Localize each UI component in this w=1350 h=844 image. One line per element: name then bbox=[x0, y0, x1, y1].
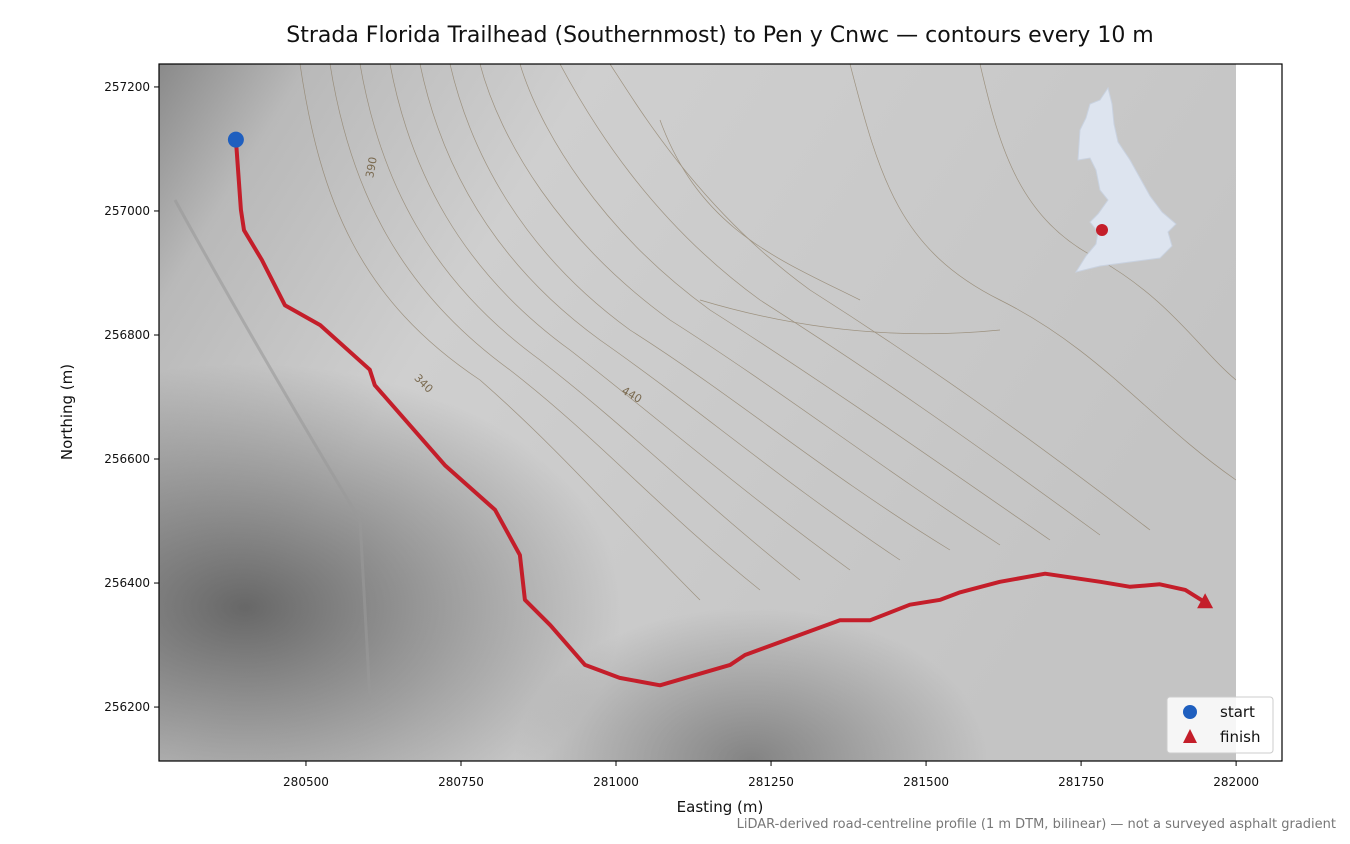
x-axis-label: Easting (m) bbox=[677, 798, 764, 816]
x-tick-label: 281500 bbox=[903, 775, 949, 789]
x-tick-label: 281000 bbox=[593, 775, 639, 789]
footnote: LiDAR-derived road-centreline profile (1… bbox=[737, 817, 1336, 832]
y-tick-label: 256600 bbox=[104, 452, 150, 466]
y-tick-label: 256200 bbox=[104, 700, 150, 714]
legend-symbol bbox=[1183, 729, 1197, 743]
legend: start finish bbox=[1166, 696, 1274, 754]
x-tick-label: 280750 bbox=[438, 775, 484, 789]
legend-label: start bbox=[1220, 703, 1255, 721]
legend-symbol bbox=[1183, 705, 1197, 719]
finish-marker bbox=[1197, 593, 1214, 609]
chart-title: Strada Florida Trailhead (Southernmost) … bbox=[286, 23, 1154, 48]
x-tick-label: 281250 bbox=[748, 775, 794, 789]
inset-map bbox=[1074, 86, 1177, 273]
contour-label: 390 bbox=[363, 156, 379, 179]
hillshade bbox=[159, 64, 1236, 761]
legend-label: finish bbox=[1220, 728, 1260, 746]
y-tick-label: 256800 bbox=[104, 328, 150, 342]
x-tick-label: 280500 bbox=[283, 775, 329, 789]
x-tick-label: 281750 bbox=[1058, 775, 1104, 789]
y-tick-label: 256400 bbox=[104, 576, 150, 590]
plot-frame bbox=[158, 63, 1283, 762]
y-axis-label: Northing (m) bbox=[58, 364, 76, 460]
start-marker bbox=[227, 131, 244, 148]
x-tick-label: 282000 bbox=[1213, 775, 1259, 789]
route-line bbox=[233, 137, 1208, 688]
y-tick-label: 257200 bbox=[104, 80, 150, 94]
y-tick-label: 257000 bbox=[104, 204, 150, 218]
